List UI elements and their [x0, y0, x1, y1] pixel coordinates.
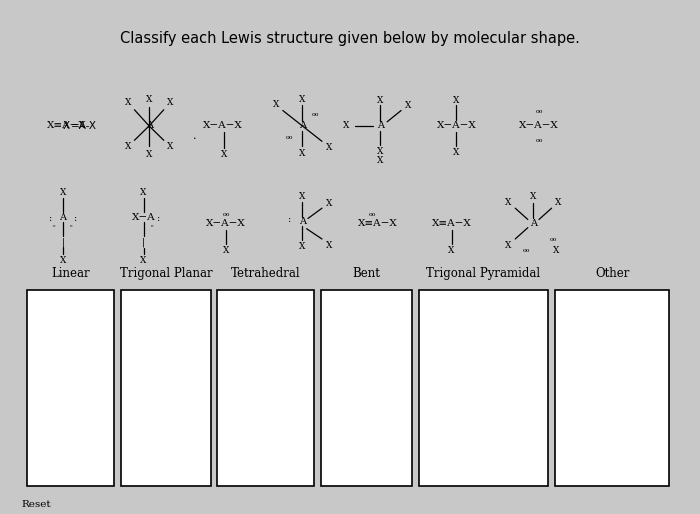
Text: A: A [530, 219, 537, 228]
Text: Reset: Reset [21, 500, 50, 509]
Text: X: X [326, 198, 332, 208]
Text: oo: oo [536, 109, 542, 114]
Text: X−A−X: X−A−X [206, 219, 246, 228]
Text: X: X [299, 242, 306, 251]
Text: X≡A−X: X≡A−X [358, 219, 398, 228]
Text: ₑ: ₑ [150, 221, 153, 229]
Text: oo: oo [369, 212, 376, 217]
Text: X: X [299, 192, 306, 201]
Text: X: X [377, 96, 384, 105]
Bar [217, 290, 314, 486]
Text: oo: oo [523, 248, 530, 253]
Text: =A-X: =A-X [71, 121, 97, 131]
Text: A: A [299, 121, 306, 131]
Text: X: X [272, 100, 279, 109]
Text: oo: oo [550, 236, 556, 242]
Text: :: : [49, 214, 52, 223]
Text: Other: Other [595, 267, 629, 280]
Text: X: X [146, 150, 153, 159]
Text: X: X [530, 192, 537, 201]
Text: X: X [326, 143, 332, 152]
Text: X: X [223, 246, 230, 255]
Text: ₑ: ₑ [70, 221, 73, 229]
Text: A: A [377, 121, 384, 131]
Text: X: X [453, 148, 460, 157]
Text: ₑ: ₑ [53, 221, 56, 229]
Text: oo: oo [286, 135, 293, 140]
Text: Bent: Bent [352, 267, 380, 280]
Text: Classify each Lewis structure given below by molecular shape.: Classify each Lewis structure given belo… [120, 31, 580, 46]
Text: |: | [142, 238, 145, 247]
Text: X: X [140, 188, 147, 197]
Text: X: X [299, 149, 306, 158]
Text: Trigonal Pyramidal: Trigonal Pyramidal [426, 267, 540, 280]
Bar [321, 290, 412, 486]
Text: X: X [505, 197, 512, 207]
Text: X: X [405, 101, 412, 110]
Text: :: : [158, 214, 160, 223]
Text: |: | [62, 238, 64, 247]
Text: Trigonal Planar: Trigonal Planar [120, 267, 212, 280]
Text: Linear: Linear [51, 267, 90, 280]
Text: X: X [326, 241, 332, 250]
Text: X: X [140, 256, 147, 265]
Bar [121, 290, 211, 486]
Text: oo: oo [312, 112, 318, 117]
Text: X≡A−X: X≡A−X [47, 121, 86, 131]
Text: X: X [343, 121, 350, 131]
Text: X−A−X: X−A−X [437, 121, 476, 131]
Text: X: X [299, 95, 306, 104]
Text: :: : [288, 215, 291, 224]
Bar [419, 290, 548, 486]
Text: X: X [448, 246, 455, 255]
Text: X: X [146, 95, 153, 104]
Text: X: X [167, 98, 174, 107]
Text: A: A [60, 213, 66, 222]
Text: Tetrahedral: Tetrahedral [230, 267, 300, 280]
Text: X: X [125, 142, 132, 151]
Text: A: A [146, 121, 153, 131]
Text: :: : [74, 214, 77, 223]
Text: X: X [555, 197, 562, 207]
Text: X: X [377, 147, 384, 156]
Text: X: X [167, 142, 174, 151]
Text: oo: oo [536, 138, 542, 143]
Text: X−A−X: X−A−X [203, 121, 242, 131]
Text: X: X [220, 150, 228, 159]
Text: X: X [60, 256, 66, 265]
Text: X: X [63, 121, 70, 131]
Text: X: X [453, 96, 460, 105]
Text: X: X [552, 246, 559, 255]
Text: X: X [377, 156, 384, 166]
Text: oo: oo [223, 212, 230, 217]
Bar [555, 290, 669, 486]
Text: .: . [193, 131, 196, 141]
Text: X: X [125, 98, 132, 107]
Text: X−A−X: X−A−X [519, 121, 559, 131]
Bar [27, 290, 114, 486]
Text: X≡A−X: X≡A−X [432, 219, 471, 228]
Text: X: X [505, 241, 512, 250]
Text: X−A: X−A [132, 213, 155, 222]
Text: X: X [60, 188, 66, 197]
Text: A: A [299, 217, 306, 226]
